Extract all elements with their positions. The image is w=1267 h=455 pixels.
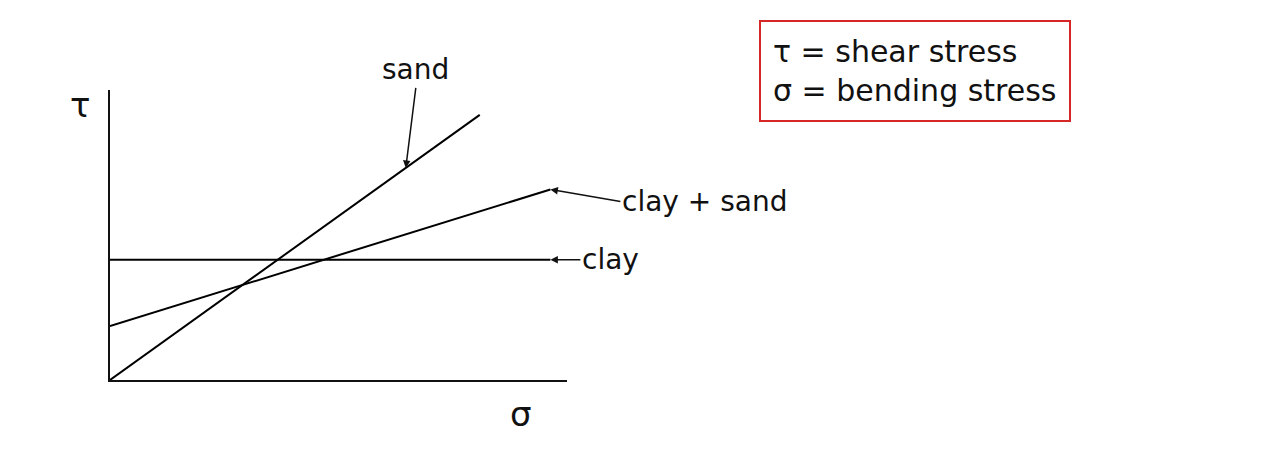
svg-text:clay + sand: clay + sand	[622, 185, 787, 218]
svg-text:σ: σ	[510, 394, 532, 434]
svg-text:clay: clay	[582, 243, 639, 276]
svg-text:sand: sand	[382, 53, 449, 86]
svg-text:τ = shear stressσ = bending st: τ = shear stressσ = bending stress	[773, 34, 1057, 108]
svg-text:τ: τ	[70, 85, 90, 125]
